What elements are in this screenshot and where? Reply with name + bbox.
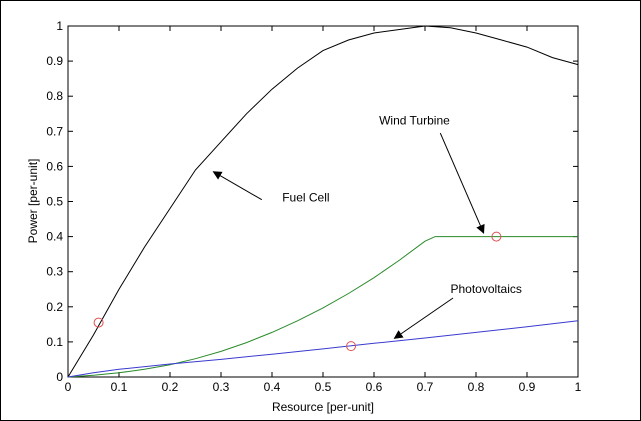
y-tick-label: 0.5 [46,195,63,209]
y-tick-label: 0.1 [46,335,63,349]
x-tick-label: 0.5 [315,380,332,394]
wind-turbine-arrow [439,132,485,234]
x-tick-label: 0.9 [519,380,536,394]
y-tick-label: 0.8 [46,89,63,103]
y-tick-label: 0.3 [46,265,63,279]
x-axis-label: Resource [per-unit] [272,400,374,414]
photovoltaics-arrow [393,297,454,339]
x-tick-label: 0.4 [264,380,281,394]
x-tick-label: 0.6 [366,380,383,394]
fuel-cell-marker [93,317,104,328]
y-tick-label: 0.7 [46,124,63,138]
wind-turbine-marker [491,231,502,242]
wind-turbine-curve [67,236,578,378]
x-tick-label: 0 [65,380,72,394]
x-tick-label: 0.8 [468,380,485,394]
x-tick-label: 0.7 [417,380,434,394]
photovoltaics-curve [67,320,579,378]
x-tick-label: 0.3 [213,380,230,394]
y-tick-label: 0.4 [46,230,63,244]
fuel-cell-annotation: Fuel Cell [282,191,329,205]
fuel-cell-arrow [212,171,263,201]
x-tick-label: 0.1 [111,380,128,394]
y-axis-label: Power [per-unit] [26,159,40,244]
y-tick-label: 0.6 [46,159,63,173]
photovoltaics-marker [346,341,357,352]
x-tick-label: 1 [575,380,582,394]
wind-turbine-annotation: Wind Turbine [379,113,450,127]
y-tick-label: 0.9 [46,54,63,68]
y-tick-label: 0 [56,370,63,384]
photovoltaics-annotation: Photovoltaics [451,282,522,296]
fuel-cell-curve [67,25,579,378]
y-tick-label: 1 [56,19,63,33]
x-tick-label: 0.2 [162,380,179,394]
y-tick-label: 0.2 [46,300,63,314]
